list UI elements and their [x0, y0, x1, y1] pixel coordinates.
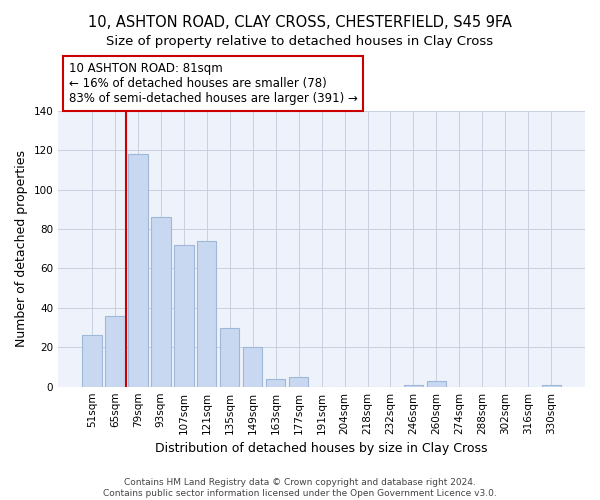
X-axis label: Distribution of detached houses by size in Clay Cross: Distribution of detached houses by size …	[155, 442, 488, 455]
Bar	[220, 328, 239, 386]
Bar	[266, 379, 286, 386]
Bar	[82, 336, 101, 386]
Bar	[105, 316, 125, 386]
Text: 10 ASHTON ROAD: 81sqm
← 16% of detached houses are smaller (78)
83% of semi-deta: 10 ASHTON ROAD: 81sqm ← 16% of detached …	[69, 62, 358, 105]
Bar	[289, 377, 308, 386]
Bar	[243, 348, 262, 387]
Y-axis label: Number of detached properties: Number of detached properties	[15, 150, 28, 347]
Bar	[427, 381, 446, 386]
Text: Size of property relative to detached houses in Clay Cross: Size of property relative to detached ho…	[106, 35, 494, 48]
Bar	[197, 241, 217, 386]
Text: Contains HM Land Registry data © Crown copyright and database right 2024.
Contai: Contains HM Land Registry data © Crown c…	[103, 478, 497, 498]
Text: 10, ASHTON ROAD, CLAY CROSS, CHESTERFIELD, S45 9FA: 10, ASHTON ROAD, CLAY CROSS, CHESTERFIEL…	[88, 15, 512, 30]
Bar	[128, 154, 148, 386]
Bar	[174, 244, 194, 386]
Bar	[151, 217, 170, 386]
Bar	[404, 384, 423, 386]
Bar	[542, 384, 561, 386]
